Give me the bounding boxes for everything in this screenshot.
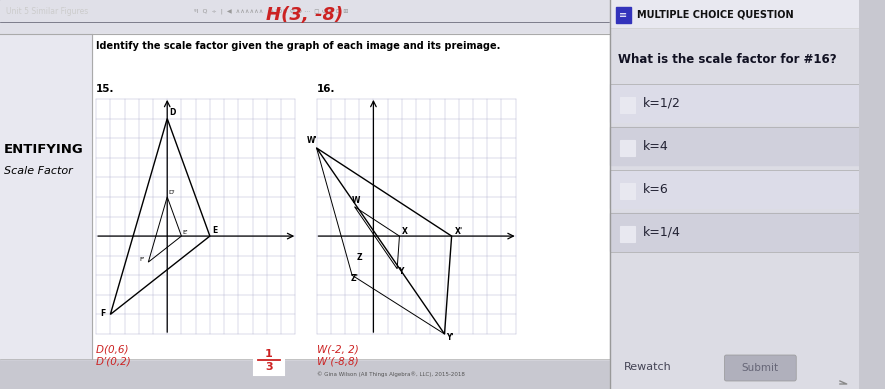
- Bar: [620, 140, 635, 156]
- Text: E: E: [212, 226, 217, 235]
- Bar: [0, 0, 610, 389]
- Bar: [610, 0, 859, 28]
- Text: W': W': [307, 136, 318, 145]
- Text: Unit 5 Similar Figures: Unit 5 Similar Figures: [6, 7, 88, 16]
- Text: H(3, -8): H(3, -8): [266, 6, 343, 24]
- Text: Y: Y: [398, 267, 404, 276]
- Bar: [254, 345, 283, 375]
- Text: ≡: ≡: [620, 10, 627, 20]
- Text: k=6: k=6: [643, 182, 668, 196]
- Text: F': F': [140, 257, 145, 262]
- Bar: [610, 127, 859, 165]
- Bar: [96, 99, 296, 334]
- Text: X: X: [402, 227, 407, 236]
- Text: D': D': [168, 190, 175, 195]
- Text: k=1/2: k=1/2: [643, 96, 681, 109]
- Text: 16.: 16.: [317, 84, 335, 94]
- Text: D: D: [169, 108, 175, 117]
- Text: Rewatch: Rewatch: [623, 362, 671, 372]
- Bar: [0, 34, 92, 359]
- Text: k=1/4: k=1/4: [643, 226, 681, 238]
- Text: 15.: 15.: [96, 84, 115, 94]
- Text: X': X': [455, 227, 463, 236]
- Text: Identify the scale factor given the graph of each image and its preimage.: Identify the scale factor given the grap…: [96, 41, 501, 51]
- Text: MULTIPLE CHOICE QUESTION: MULTIPLE CHOICE QUESTION: [637, 9, 794, 19]
- Text: k=4: k=4: [643, 140, 668, 152]
- Bar: [92, 34, 610, 359]
- Text: © Gina Wilson (All Things Algebra®, LLC), 2015-2018: © Gina Wilson (All Things Algebra®, LLC)…: [317, 371, 465, 377]
- Bar: [0, 0, 610, 34]
- Text: Z': Z': [350, 274, 358, 283]
- Bar: [620, 226, 635, 242]
- FancyBboxPatch shape: [725, 355, 796, 381]
- Text: F: F: [101, 309, 106, 319]
- Text: Scale Factor: Scale Factor: [4, 166, 73, 176]
- Text: W’(-8,8): W’(-8,8): [317, 357, 358, 367]
- Text: 3: 3: [266, 363, 273, 373]
- Bar: [620, 183, 635, 199]
- Bar: [610, 84, 859, 122]
- Text: 1: 1: [266, 349, 273, 359]
- Bar: [620, 97, 635, 113]
- Text: W: W: [351, 196, 360, 205]
- Text: D’(0,2): D’(0,2): [96, 357, 132, 367]
- Bar: [610, 0, 859, 389]
- Text: Submit: Submit: [742, 363, 779, 373]
- Text: ᵍI  Q  ÷  |  ◀  ∧∧∧∧∧∧  ›+|⊙⊙ ⊘ ⊙ ···  ◻ ↺ ↶ ⊡ ⊞: ᵍI Q ÷ | ◀ ∧∧∧∧∧∧ ›+|⊙⊙ ⊘ ⊙ ··· ◻ ↺ ↶ ⊡ …: [194, 8, 349, 14]
- Text: Y': Y': [446, 333, 454, 342]
- Text: D(0,6): D(0,6): [96, 344, 135, 354]
- Text: Z: Z: [356, 253, 362, 262]
- Text: ENTIFYING: ENTIFYING: [4, 142, 84, 156]
- Bar: [0, 0, 610, 22]
- Bar: [610, 170, 859, 208]
- Text: What is the scale factor for #16?: What is the scale factor for #16?: [618, 53, 836, 65]
- Bar: [610, 213, 859, 251]
- Text: W(-2, 2): W(-2, 2): [317, 344, 365, 354]
- Bar: [317, 99, 516, 334]
- Bar: [616, 7, 631, 23]
- Text: E': E': [182, 230, 189, 235]
